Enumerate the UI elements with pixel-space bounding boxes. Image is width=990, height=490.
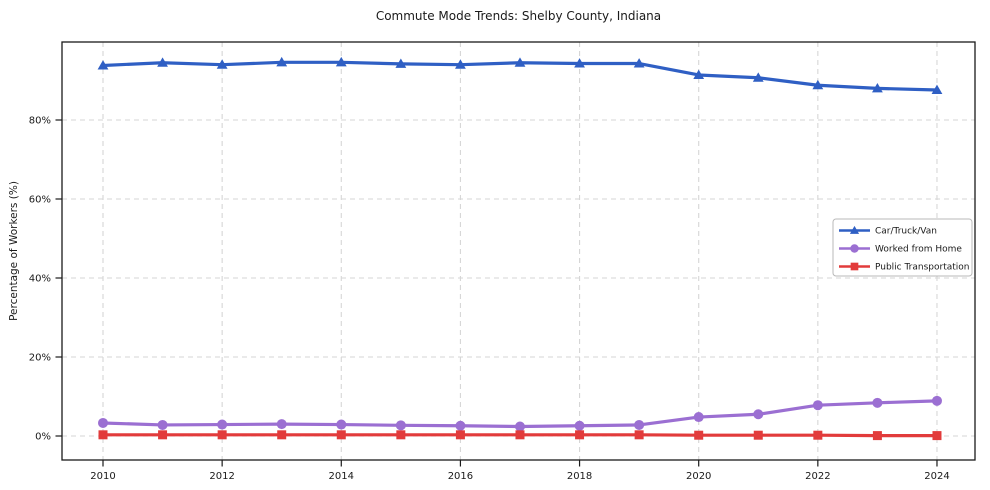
data-point-car-truck-van (335, 56, 347, 67)
data-point-car-truck-van (633, 58, 645, 68)
data-point-public-transportation (98, 430, 108, 440)
x-axis: 2010 2012 2014 2016 2018 2020 2022 2024 (90, 460, 950, 482)
y-tick-label: 40% (29, 274, 51, 285)
x-tick-label: 2018 (567, 471, 592, 482)
x-tick-label: 2010 (90, 471, 115, 482)
data-point-public-transportation (575, 430, 585, 440)
y-tick-label: 60% (29, 195, 51, 206)
legend-item-worked-from-home: Worked from Home (839, 244, 962, 255)
legend-label: Worked from Home (875, 245, 962, 255)
y-tick-label: 80% (29, 116, 51, 127)
y-tick-label: 0% (35, 432, 51, 443)
data-point-worked-from-home (693, 412, 704, 423)
data-point-worked-from-home (336, 419, 347, 430)
y-axis-label: Percentage of Workers (%) (8, 181, 20, 321)
data-point-worked-from-home (98, 417, 108, 428)
data-point-car-truck-van (97, 60, 109, 70)
data-point-car-truck-van (752, 72, 764, 82)
legend-item-public-transportation: Public Transportation (839, 262, 969, 273)
series-car-truck-van (97, 56, 943, 94)
data-point-public-transportation (932, 431, 942, 441)
data-point-public-transportation (455, 430, 465, 440)
x-tick-label: 2012 (209, 471, 234, 482)
x-tick-label: 2014 (329, 471, 354, 482)
legend-item-car-truck-van: Car/Truck/Van (839, 225, 937, 237)
data-point-car-truck-van (931, 84, 943, 94)
legend: Car/Truck/Van Worked from Home Public Tran… (832, 218, 973, 277)
data-point-public-transportation (872, 431, 882, 441)
legend-marker-circle (850, 244, 859, 253)
data-point-worked-from-home (812, 400, 823, 411)
legend-box (832, 218, 973, 277)
data-point-worked-from-home (455, 420, 466, 431)
data-point-car-truck-van (455, 59, 466, 69)
x-tick-label: 2024 (924, 471, 949, 482)
data-point-worked-from-home (872, 397, 883, 408)
data-point-public-transportation (396, 430, 406, 440)
data-point-public-transportation (694, 430, 704, 440)
data-point-public-transportation (336, 430, 346, 440)
data-point-worked-from-home (395, 420, 406, 431)
legend-label: Car/Truck/Van (875, 227, 937, 237)
data-point-car-truck-van (395, 58, 407, 68)
legend-label: Public Transportation (875, 263, 969, 273)
data-point-car-truck-van (514, 57, 526, 67)
series-worked-from-home (98, 395, 942, 432)
data-point-car-truck-van (216, 59, 228, 69)
data-point-public-transportation (277, 430, 287, 440)
y-axis: 0% 20% 40% 60% 80% (29, 116, 62, 443)
data-point-car-truck-van (157, 57, 168, 67)
data-point-worked-from-home (157, 419, 168, 430)
data-point-worked-from-home (931, 395, 942, 406)
data-point-car-truck-van (574, 58, 585, 68)
data-point-car-truck-van (812, 79, 824, 90)
data-point-car-truck-van (276, 56, 288, 67)
legend-marker-triangle (849, 225, 860, 234)
x-tick-label: 2016 (448, 471, 473, 482)
data-point-worked-from-home (634, 419, 645, 430)
data-point-worked-from-home (753, 409, 764, 420)
data-point-public-transportation (158, 430, 168, 440)
data-point-public-transportation (217, 430, 227, 440)
chart-title: Commute Mode Trends: Shelby County, Indi… (375, 9, 662, 23)
data-point-public-transportation (813, 430, 823, 440)
data-point-worked-from-home (276, 419, 287, 430)
series-public-transportation (98, 430, 942, 441)
data-point-worked-from-home (514, 421, 525, 432)
data-point-car-truck-van (872, 83, 883, 93)
data-point-public-transportation (515, 430, 525, 440)
x-tick-label: 2022 (805, 471, 830, 482)
data-point-public-transportation (634, 430, 644, 440)
data-point-car-truck-van (693, 69, 705, 79)
data-point-public-transportation (753, 430, 763, 440)
plot-frame (61, 41, 976, 461)
data-point-worked-from-home (574, 420, 585, 431)
y-tick-label: 20% (29, 353, 51, 364)
legend-marker-square (850, 262, 859, 271)
data-point-worked-from-home (217, 419, 228, 430)
x-tick-label: 2020 (686, 471, 711, 482)
